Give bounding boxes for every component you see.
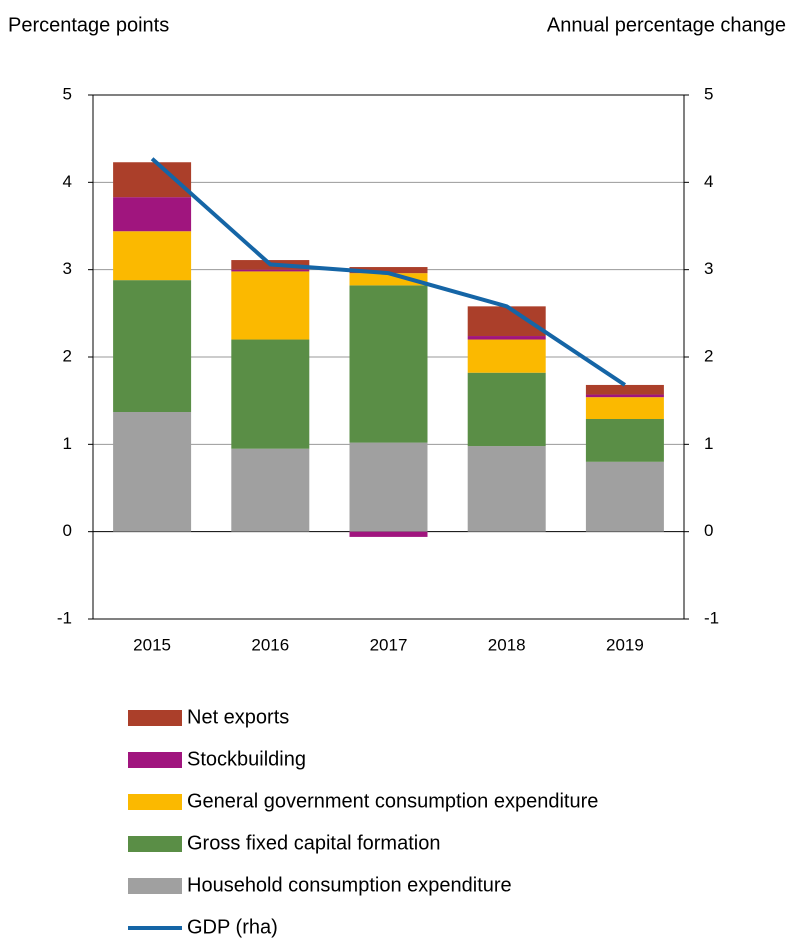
legend-swatch <box>128 710 182 726</box>
y-tick-label: 5 <box>63 84 72 103</box>
bar-segment <box>585 397 664 420</box>
y-tick-label: 1 <box>63 434 72 453</box>
bar-segment <box>585 384 664 395</box>
bar-segment <box>231 269 310 272</box>
y2-tick-label: 0 <box>704 521 713 540</box>
bar-segment <box>467 372 546 447</box>
bar-segment <box>349 442 428 532</box>
x-tick-label: 2018 <box>488 635 526 654</box>
x-tick-label: 2017 <box>370 635 408 654</box>
x-tick-label: 2016 <box>251 635 289 654</box>
y-tick-label: 2 <box>63 346 72 365</box>
bar-segment <box>467 339 546 373</box>
legend-label: Net exports <box>187 706 289 728</box>
y-axis-label: Percentage points <box>8 14 169 36</box>
legend-label: Gross fixed capital formation <box>187 832 440 854</box>
y2-axis-label: Annual percentage change <box>547 14 786 36</box>
bar-segment <box>113 231 192 281</box>
bar-segment <box>231 448 310 532</box>
y2-tick-label: 3 <box>704 259 713 278</box>
y-tick-label: 4 <box>63 172 72 191</box>
bar-segment <box>349 273 428 286</box>
bar-segment <box>585 461 664 532</box>
bar-segment <box>349 285 428 443</box>
bar-segment <box>349 531 428 537</box>
y2-tick-label: 1 <box>704 434 713 453</box>
y-tick-label: -1 <box>57 608 72 627</box>
legend-label: GDP (rha) <box>187 916 278 938</box>
bar-segment <box>585 394 664 398</box>
bar-segment <box>585 419 664 462</box>
bar-segment <box>231 339 310 449</box>
y2-tick-label: 2 <box>704 346 713 365</box>
bar-segment <box>113 280 192 413</box>
legend-swatch <box>128 836 182 852</box>
legend-label: Household consumption expenditure <box>187 874 512 896</box>
bar-segment <box>113 412 192 532</box>
plot-frame <box>92 94 685 620</box>
bar-segment <box>467 306 546 337</box>
y2-tick-label: 5 <box>704 84 713 103</box>
legend-label: General government consumption expenditu… <box>187 790 598 812</box>
bar-segment <box>113 162 192 198</box>
legend-swatch <box>128 752 182 768</box>
x-tick-label: 2019 <box>606 635 644 654</box>
y-tick-label: 0 <box>63 521 72 540</box>
y2-tick-label: 4 <box>704 172 713 191</box>
bar-segment <box>467 446 546 532</box>
x-tick-label: 2015 <box>133 635 171 654</box>
bar-segment <box>467 336 546 340</box>
legend-swatch <box>128 794 182 810</box>
legend-swatch <box>128 878 182 894</box>
legend-label: Stockbuilding <box>187 748 306 770</box>
y2-tick-label: -1 <box>704 608 719 627</box>
bar-segment <box>231 271 310 340</box>
gdp-line <box>150 157 627 387</box>
bar-segment <box>349 267 428 274</box>
y-tick-label: 3 <box>63 259 72 278</box>
bar-segment <box>113 197 192 232</box>
